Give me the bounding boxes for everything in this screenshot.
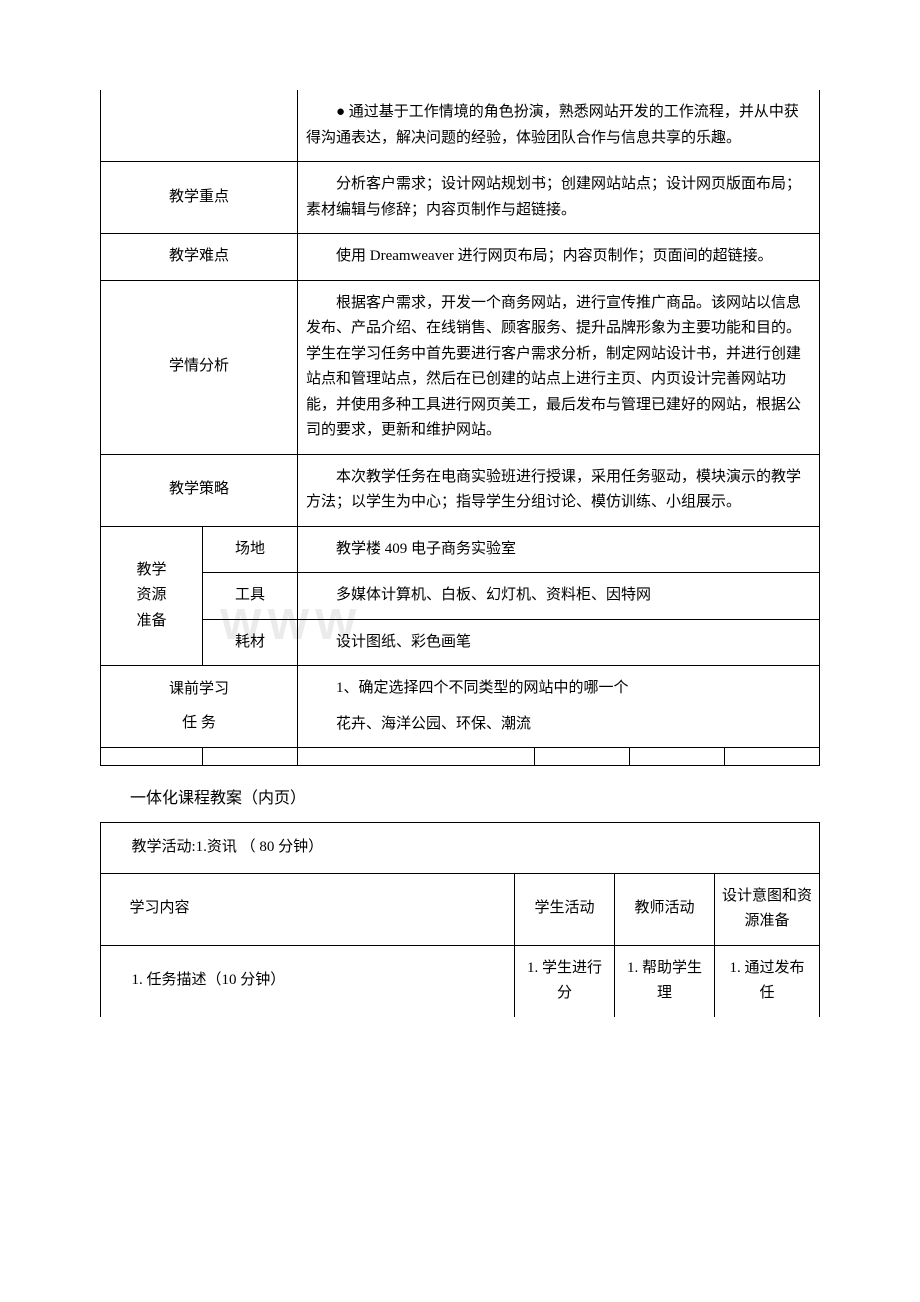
cell-teacher-activity: 1. 帮助学生理: [614, 945, 714, 1017]
row-tools: 工具 多媒体计算机、白板、幻灯机、资料柜、因特网: [101, 573, 820, 620]
label-pretask: 课前学习 任 务: [101, 666, 298, 748]
label-key-points: 教学重点: [101, 162, 298, 234]
row-pretask: 课前学习 任 务 1、确定选择四个不同类型的网站中的哪一个 花卉、海洋公园、环保…: [101, 666, 820, 748]
row-difficulties: 教学难点 使用 Dreamweaver 进行网页布局；内容页制作；页面间的超链接…: [101, 234, 820, 281]
header-teacher: 教师活动: [614, 873, 714, 945]
content-difficulties: 使用 Dreamweaver 进行网页布局；内容页制作；页面间的超链接。: [306, 244, 811, 270]
main-table: ● 通过基于工作情境的角色扮演，熟悉网站开发的工作流程，并从中获得沟通表达，解决…: [100, 90, 820, 766]
row-continuation: ● 通过基于工作情境的角色扮演，熟悉网站开发的工作流程，并从中获得沟通表达，解决…: [101, 90, 820, 162]
section-title: 一体化课程教案（内页）: [130, 784, 820, 808]
row-headers: 学习内容 学生活动 教师活动 设计意图和资源准备: [101, 873, 820, 945]
cell-student-activity: 1. 学生进行分: [514, 945, 614, 1017]
row-strategy: 教学策略 本次教学任务在电商实验班进行授课，采用任务驱动，模块演示的教学方法；以…: [101, 454, 820, 526]
activity-title: 教学活动:1.资讯 （ 80 分钟）: [101, 823, 820, 874]
row-key-points: 教学重点 分析客户需求；设计网站规划书；创建网站站点；设计网页版面布局；素材编辑…: [101, 162, 820, 234]
label-resources: 教学 资源 准备: [101, 526, 203, 666]
content-key-points: 分析客户需求；设计网站规划书；创建网站站点；设计网页版面布局；素材编辑与修辞；内…: [306, 172, 811, 223]
label-strategy: 教学策略: [101, 454, 298, 526]
header-content: 学习内容: [101, 873, 515, 945]
content-strategy: 本次教学任务在电商实验班进行授课，采用任务驱动，模块演示的教学方法；以学生为中心…: [306, 465, 811, 516]
content-venue: 教学楼 409 电子商务实验室: [306, 537, 811, 563]
row-consumables: 耗材 设计图纸、彩色画笔: [101, 619, 820, 666]
content-tools: 多媒体计算机、白板、幻灯机、资料柜、因特网: [306, 583, 811, 609]
label-venue: 场地: [203, 526, 298, 573]
label-consumables: 耗材: [203, 619, 298, 666]
content-pretask-1: 1、确定选择四个不同类型的网站中的哪一个: [306, 676, 811, 702]
label-difficulties: 教学难点: [101, 234, 298, 281]
row-venue: 教学 资源 准备 场地 教学楼 409 电子商务实验室: [101, 526, 820, 573]
continuation-text: ● 通过基于工作情境的角色扮演，熟悉网站开发的工作流程，并从中获得沟通表达，解决…: [306, 100, 811, 151]
lesson-table: 教学活动:1.资讯 （ 80 分钟） 学习内容 学生活动 教师活动 设计意图和资…: [100, 822, 820, 1017]
row-task-desc: 1. 任务描述（10 分钟） 1. 学生进行分 1. 帮助学生理 1. 通过发布…: [101, 945, 820, 1017]
header-design: 设计意图和资源准备: [714, 873, 819, 945]
row-empty-bottom: [101, 748, 820, 766]
cell-task-content: 1. 任务描述（10 分钟）: [101, 945, 515, 1017]
content-consumables: 设计图纸、彩色画笔: [306, 630, 811, 656]
content-analysis: 根据客户需求，开发一个商务网站，进行宣传推广商品。该网站以信息发布、产品介绍、在…: [306, 291, 811, 444]
label-analysis: 学情分析: [101, 280, 298, 454]
row-activity-title: 教学活动:1.资讯 （ 80 分钟）: [101, 823, 820, 874]
content-pretask-2: 花卉、海洋公园、环保、潮流: [306, 712, 811, 738]
label-tools: 工具: [203, 573, 298, 620]
row-analysis: 学情分析 根据客户需求，开发一个商务网站，进行宣传推广商品。该网站以信息发布、产…: [101, 280, 820, 454]
cell-design-intent: 1. 通过发布任: [714, 945, 819, 1017]
header-student: 学生活动: [514, 873, 614, 945]
